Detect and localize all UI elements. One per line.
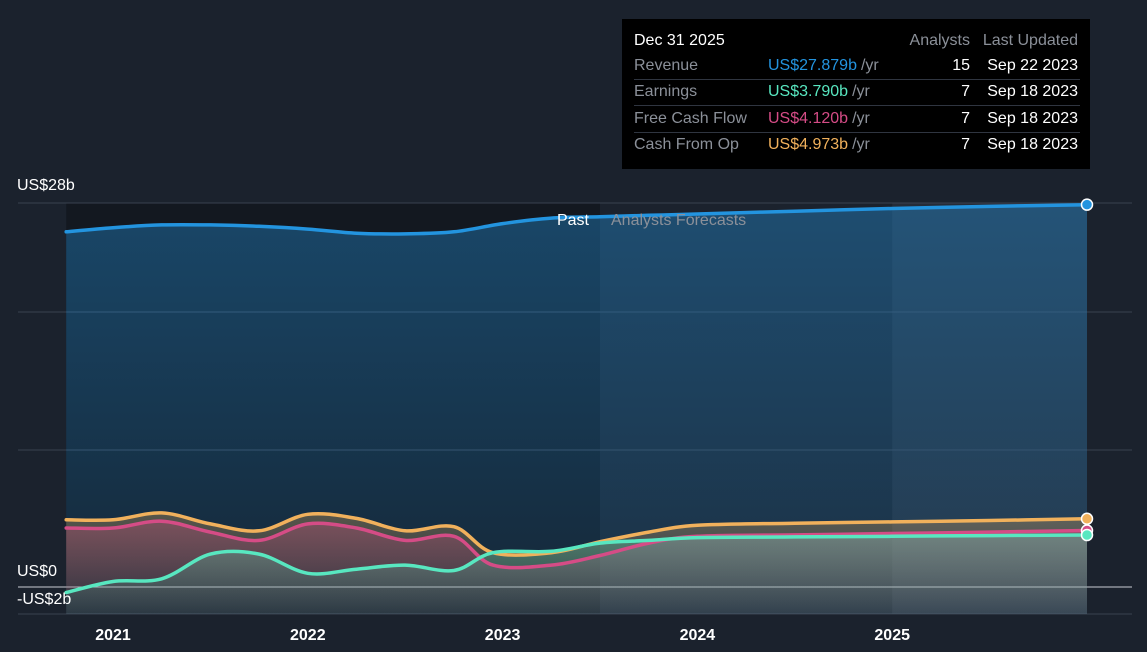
analysts-header: Analysts [909, 32, 970, 49]
revenue-line [64, 202, 1089, 236]
row-label: Cash From Op [634, 136, 739, 154]
tooltip-row-cash-from-op: Cash From Op US$4.973b/yr 7 Sep 18 2023 [634, 133, 1080, 159]
row-updated: Sep 18 2023 [987, 109, 1078, 127]
revenue-area [66, 204, 1087, 614]
y-axis-label: US$0 [17, 563, 57, 580]
row-updated: Sep 22 2023 [987, 56, 1078, 74]
tooltip-date: Dec 31 2025 [634, 32, 725, 49]
data-tooltip: Dec 31 2025 Analysts Last Updated Revenu… [622, 19, 1090, 169]
earnings-line [64, 533, 1089, 595]
free-cash-flow-line [64, 519, 1089, 570]
row-analysts: 7 [961, 136, 970, 154]
tooltip-header: Dec 31 2025 Analysts Last Updated [634, 29, 1080, 53]
row-analysts: 7 [961, 83, 970, 101]
earnings-end-marker [1080, 528, 1094, 542]
axis-labels: US$28b US$0 -US$2b 2021 2022 2023 2024 2025 [17, 177, 910, 644]
series-lines [64, 202, 1089, 595]
row-label: Revenue [634, 56, 699, 74]
row-value: US$3.790b/yr [768, 83, 870, 101]
row-analysts: 7 [961, 109, 970, 127]
x-axis-tick-label: 2021 [95, 627, 131, 644]
row-updated: Sep 18 2023 [987, 136, 1078, 154]
x-axis-tick-label: 2022 [290, 627, 326, 644]
tooltip-row-revenue: Revenue US$27.879b/yr 15 Sep 22 2023 [634, 53, 1080, 80]
forecast-label: Analysts Forecasts [611, 212, 746, 229]
y-axis-label: US$28b [17, 177, 75, 194]
row-label: Earnings [634, 83, 698, 101]
row-updated: Sep 18 2023 [987, 83, 1078, 101]
row-value: US$4.973b/yr [768, 136, 870, 154]
x-axis-tick-label: 2024 [680, 627, 716, 644]
x-axis-tick-label: 2025 [874, 627, 910, 644]
row-value: US$4.120b/yr [768, 109, 870, 127]
tooltip-row-earnings: Earnings US$3.790b/yr 7 Sep 18 2023 [634, 80, 1080, 106]
cash-from-op-end-marker [1080, 512, 1094, 526]
tooltip-row-free-cash-flow: Free Cash Flow US$4.120b/yr 7 Sep 18 202… [634, 106, 1080, 133]
series-end-markers [1080, 198, 1094, 542]
row-label: Free Cash Flow [634, 109, 747, 127]
last-updated-header: Last Updated [982, 32, 1078, 49]
revenue-end-marker [1080, 198, 1094, 211]
earnings-area [66, 535, 1087, 614]
y-axis-label: -US$2b [17, 591, 71, 608]
past-label: Past [557, 212, 590, 229]
x-axis-tick-label: 2023 [485, 627, 521, 644]
row-value: US$27.879b/yr [768, 56, 879, 74]
row-analysts: 15 [952, 56, 970, 74]
